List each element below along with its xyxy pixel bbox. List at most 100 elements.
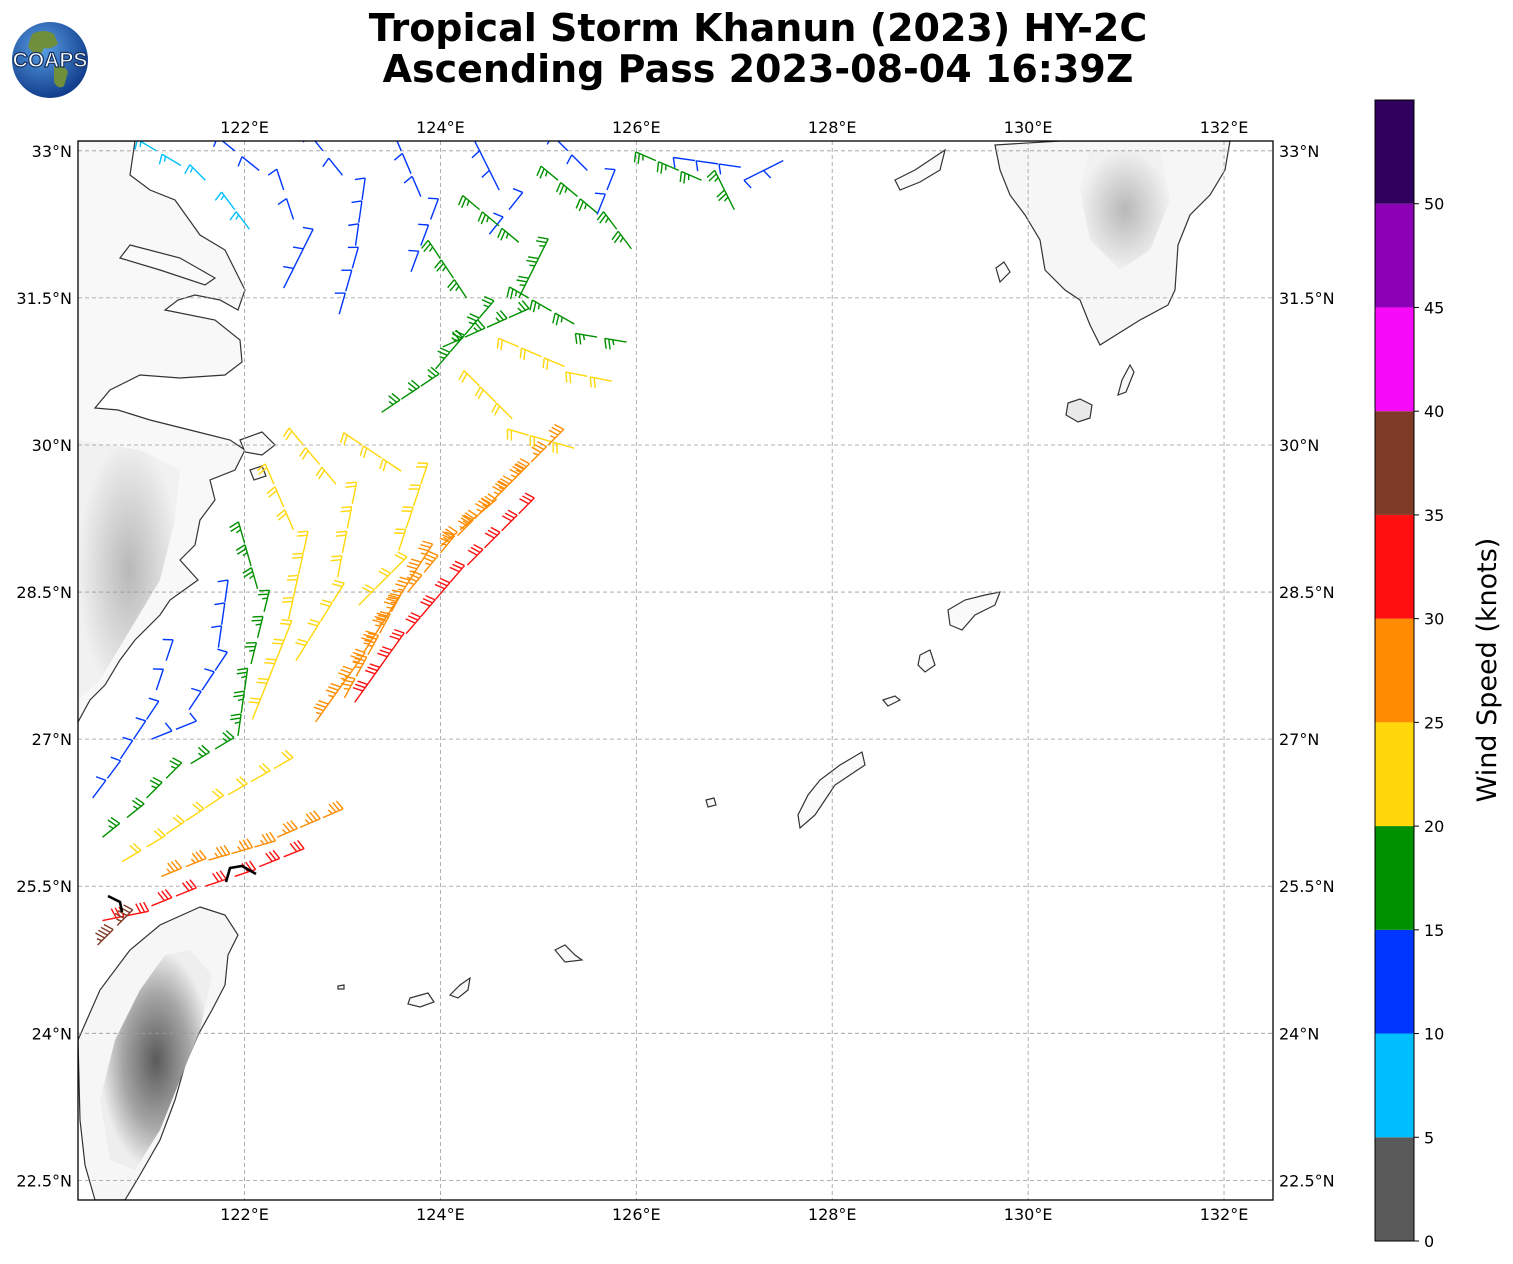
wind-barb [214,602,226,625]
wind-barb [146,828,166,848]
lat-tick-label-right: 22.5°N [1279,1171,1335,1190]
tanegashima-island [1117,363,1135,396]
colorbar: 0 5 10 15 20 25 30 35 40 45 50 [1374,99,1444,1251]
wind-barb [536,165,559,181]
wind-barb [393,152,412,174]
wind-barb [322,157,344,176]
wind-barb [604,167,616,191]
wind-barb [364,663,381,686]
lat-tick-label-left: 31.5°N [16,289,72,308]
wind-barb [418,223,430,246]
wind-barb [258,589,271,612]
colorbar-bin [1375,826,1414,930]
amami-island [947,591,1001,631]
wind-barb [406,570,423,593]
tokunoshima-island [917,649,936,673]
wind-barb [530,441,548,463]
wind-barb [596,211,618,230]
wind-barb [242,567,259,589]
wind-barb [695,160,719,172]
wind-barb [458,370,481,387]
wind-barb [743,169,764,189]
chongming-island [118,244,217,286]
colorbar-bin [1375,1137,1414,1241]
wind-barb [387,589,403,613]
wind-barb [434,259,455,279]
ishigaki-island [448,976,471,999]
wind-barb [555,181,578,198]
wind-barb [466,543,484,566]
wind-barb [331,579,345,603]
wind-barb [716,189,735,210]
colorbar-tick-label: 0 [1424,1232,1434,1251]
wind-barb [672,156,696,168]
wind-barb [457,195,481,211]
wind-barb [706,169,726,191]
wind-barb [286,574,299,598]
lat-tick-label-left: 28.5°N [16,583,72,602]
wind-barb [420,594,436,618]
wind-barb [679,170,702,184]
wind-barb [351,200,363,223]
wind-barb [394,528,407,551]
miyako-island [554,944,584,963]
colorbar-bin [1375,618,1414,723]
wind-barb [340,432,363,446]
wind-barb [345,481,358,504]
land-layer [78,141,1231,1200]
grid-lines [78,141,1273,1200]
wind-barb [95,923,114,946]
colorbar-tick-label: 45 [1424,298,1444,317]
wind-barb [266,486,285,508]
wind-barb [334,292,346,315]
colorbar-tick-label: 50 [1424,195,1444,214]
wind-barb [185,801,205,822]
wind-barb [302,141,324,152]
colorbar-bin [1375,411,1414,515]
colorbar-tick-label: 40 [1424,402,1444,421]
lat-tick-label-right: 31.5°N [1279,289,1335,308]
wind-barb [421,239,442,260]
yakushima-island [1065,398,1093,423]
wind-barb [405,612,421,635]
wind-barb [547,423,565,446]
wind-barb [283,840,305,858]
wind-barb [236,667,249,691]
wind-barb [146,776,163,799]
wind-barb [256,463,275,485]
wind-barb [214,730,235,750]
wind-barb [340,675,356,699]
lat-tick-label-left: 30°N [32,436,72,455]
wind-barb [325,682,342,706]
wind-barb [718,163,741,175]
wind-barb [594,192,606,215]
wind-barb [188,687,202,711]
china-terrain [78,440,180,700]
lon-tick-label-bottom: 132°E [1200,1205,1249,1224]
wind-barb [292,246,304,269]
wind-barb [508,300,530,319]
lat-tick-label-right: 27°N [1279,730,1319,749]
wind-barb [295,638,309,662]
wind-barb [264,658,277,681]
wind-barb [508,463,526,485]
wind-barb [229,521,246,544]
wind-barb [447,279,468,299]
colorbar-tick-label: 10 [1424,1025,1444,1044]
lon-tick-label-top: 122°E [220,118,269,137]
wind-barb [474,386,497,403]
wind-barb [158,153,182,167]
wind-barb [283,265,295,289]
wind-barb [529,299,552,313]
wind-barb [106,756,122,779]
colorbar-bin [1375,100,1414,204]
wind-barb [184,164,206,181]
colorbar-bin [1375,929,1414,1034]
lat-tick-label-right: 25.5°N [1279,877,1335,896]
colorbar-bin [1375,722,1414,827]
kume-island [705,797,717,808]
wind-barb [604,337,627,350]
wind-barb [277,197,295,220]
colorbar-label: Wind Speed (knots) [1472,538,1503,803]
colorbar-bin [1375,307,1414,412]
